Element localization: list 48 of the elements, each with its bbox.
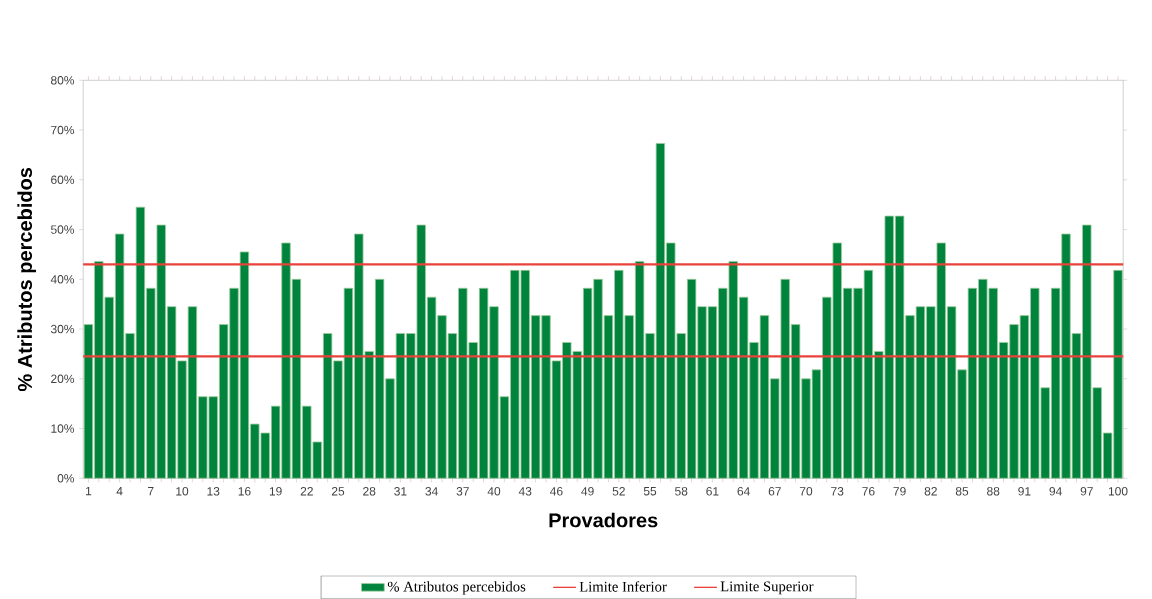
x-tick-label: 7 <box>148 486 154 496</box>
x-tick-label: 46 <box>550 486 563 496</box>
x-tick-label: 76 <box>862 486 875 496</box>
y-tick-label: 60% <box>51 175 75 185</box>
x-tick-label: 94 <box>1049 486 1062 496</box>
x-tick-label: 58 <box>675 486 688 496</box>
x-tick-label: 79 <box>893 486 906 496</box>
y-tick-label: 80% <box>51 76 75 85</box>
legend-label: Limite Inferior <box>579 581 667 592</box>
legend-label: % Atributos percebidos <box>387 581 526 595</box>
x-tick-label: 16 <box>238 486 251 496</box>
x-tick-label: 91 <box>1018 486 1031 496</box>
y-tick-label: 10% <box>51 424 75 433</box>
x-tick-label: 19 <box>269 486 282 496</box>
x-tick-label: 13 <box>207 486 220 496</box>
x-tick-label: 61 <box>706 486 719 496</box>
x-tick-label: 70 <box>799 486 813 496</box>
y-axis-title: % Atributos percebidos <box>17 167 36 391</box>
x-tick-label: 10 <box>176 486 189 496</box>
y-tick-label: 50% <box>50 225 75 234</box>
legend-label: Limite Superior <box>720 581 814 595</box>
x-tick-label: 34 <box>425 486 438 496</box>
y-tick-label: 0% <box>57 473 75 483</box>
x-tick-label: 73 <box>831 486 844 496</box>
x-tick-label: 88 <box>987 486 1000 496</box>
x-tick-label: 40 <box>487 486 501 496</box>
y-tick-label: 40% <box>50 275 75 284</box>
x-tick-label: 52 <box>612 486 625 496</box>
x-tick-label: 49 <box>581 486 594 496</box>
x-tick-label: 1 <box>85 486 92 496</box>
y-tick-label: 30% <box>50 324 75 334</box>
x-tick-label: 4 <box>116 486 123 496</box>
x-tick-label: 97 <box>1080 486 1093 496</box>
x-tick-label: 22 <box>300 486 313 496</box>
x-tick-label: 82 <box>924 486 937 496</box>
x-tick-label: 100 <box>1108 486 1128 496</box>
x-tick-label: 37 <box>456 486 469 496</box>
x-axis-title: Provadores <box>549 512 658 528</box>
x-tick-label: 67 <box>768 486 781 496</box>
x-tick-label: 43 <box>518 486 532 496</box>
y-tick-label: 70% <box>51 125 75 135</box>
x-tick-label: 55 <box>643 486 657 496</box>
x-tick-label: 28 <box>363 486 376 496</box>
x-tick-label: 31 <box>394 486 407 496</box>
y-tick-label: 20% <box>51 374 75 384</box>
x-tick-label: 64 <box>737 486 750 496</box>
x-tick-label: 85 <box>955 486 969 496</box>
x-tick-label: 25 <box>331 486 345 496</box>
